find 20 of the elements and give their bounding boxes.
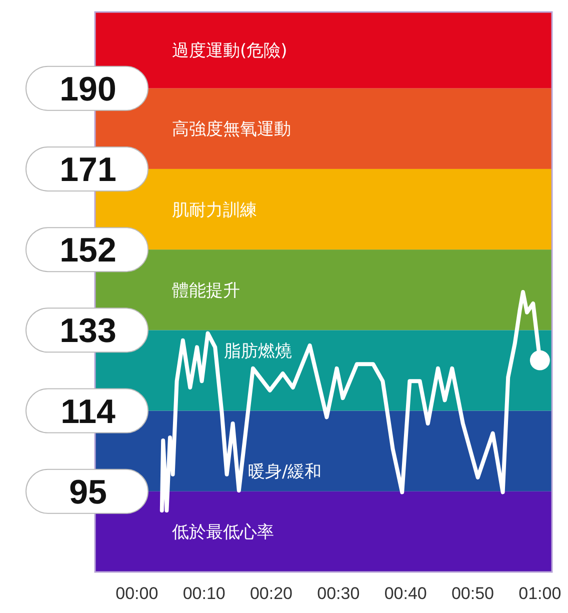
x-tick-label: 00:30 (317, 584, 360, 603)
x-tick-label: 00:50 (451, 584, 494, 603)
band-label: 暖身/緩和 (248, 462, 322, 482)
band-label: 高強度無氧運動 (172, 120, 291, 140)
band-label: 低於最低心率 (172, 522, 274, 543)
y-tick-label: 152 (60, 232, 116, 270)
band-label: 肌耐力訓練 (172, 200, 257, 220)
x-tick-label: 00:10 (182, 584, 226, 603)
y-tick-label: 95 (69, 473, 107, 512)
x-tick-label: 00:20 (250, 584, 293, 603)
x-tick-label: 01:00 (518, 584, 562, 603)
y-tick-label: 171 (60, 150, 116, 189)
y-tick-label: 114 (60, 392, 116, 431)
band-label: 脂肪燃燒 (224, 341, 292, 362)
y-tick-label: 133 (60, 312, 116, 350)
band-label: 過度運動(危險) (172, 41, 288, 62)
x-tick-label: 00:40 (384, 584, 427, 603)
band-label: 體能提升 (172, 280, 240, 301)
y-tick-label: 190 (60, 70, 116, 108)
x-tick-label: 00:00 (116, 584, 158, 603)
